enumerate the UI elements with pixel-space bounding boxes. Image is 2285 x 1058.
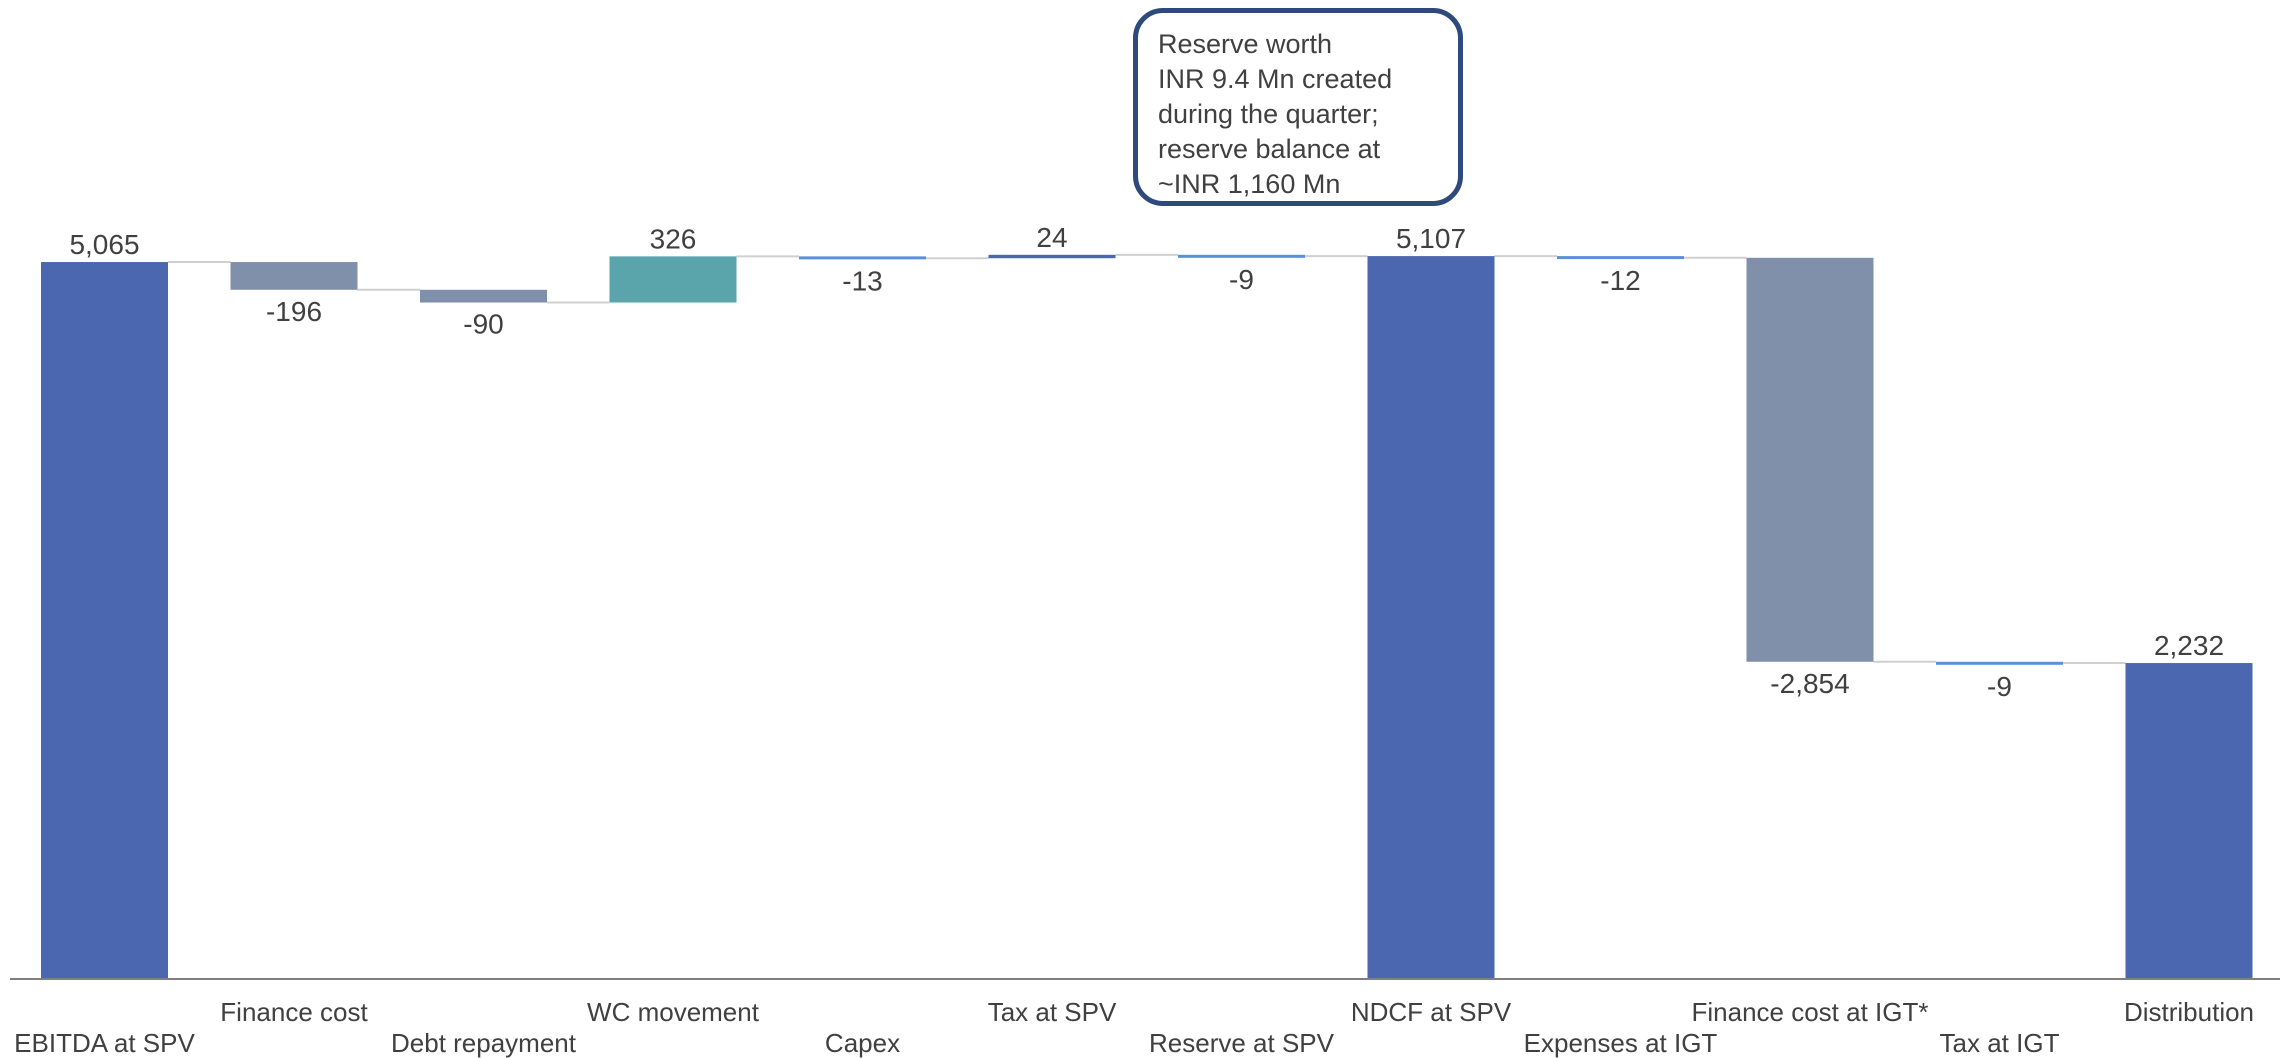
value-label-4: -13 [842, 265, 882, 296]
category-label-1: Finance cost [220, 997, 368, 1027]
bar-8 [1557, 256, 1684, 260]
category-label-0: EBITDA at SPV [14, 1028, 195, 1058]
value-label-8: -12 [1600, 265, 1640, 296]
category-label-8: Expenses at IGT [1524, 1028, 1718, 1058]
bar-7 [1367, 256, 1495, 979]
category-label-11: Distribution [2124, 997, 2254, 1027]
category-label-3: WC movement [587, 997, 760, 1027]
callout-text: Reserve worth INR 9.4 Mn created during … [1158, 29, 1393, 199]
category-label-7: NDCF at SPV [1351, 997, 1512, 1027]
reserve-callout: Reserve worth INR 9.4 Mn created during … [1133, 8, 1463, 206]
bars [41, 254, 2253, 979]
category-label-6: Reserve at SPV [1149, 1028, 1335, 1058]
bar-6 [1178, 254, 1305, 258]
bar-0 [41, 262, 168, 979]
bar-10 [1936, 661, 2063, 665]
category-label-10: Tax at IGT [1940, 1028, 2060, 1058]
value-label-5: 24 [1036, 222, 1067, 253]
bar-9 [1746, 257, 1874, 662]
category-label-9: Finance cost at IGT* [1692, 997, 1929, 1027]
bar-5 [988, 254, 1116, 259]
value-label-10: -9 [1987, 671, 2012, 702]
bar-1 [230, 262, 358, 290]
bar-2 [420, 289, 547, 303]
value-label-3: 326 [650, 223, 697, 254]
value-label-0: 5,065 [69, 229, 139, 260]
category-labels: EBITDA at SPV Finance cost Debt repayment W… [14, 997, 2254, 1058]
connector-lines [168, 253, 2126, 665]
bar-3 [609, 256, 737, 303]
value-label-2: -90 [463, 309, 503, 340]
category-label-5: Tax at SPV [988, 997, 1117, 1027]
value-label-11: 2,232 [2154, 630, 2224, 661]
category-label-4: Capex [825, 1028, 900, 1058]
value-label-6: -9 [1229, 264, 1254, 295]
category-label-2: Debt repayment [391, 1028, 577, 1058]
value-label-9: -2,854 [1770, 668, 1849, 699]
bar-11 [2125, 663, 2253, 979]
value-label-1: -196 [266, 296, 322, 327]
bar-4 [799, 256, 926, 260]
value-label-7: 5,107 [1396, 223, 1466, 254]
value-labels: 5,065 -196 -90 326 -13 24 -9 5,107 -12 -2,854 -9 2,… [69, 222, 2224, 702]
